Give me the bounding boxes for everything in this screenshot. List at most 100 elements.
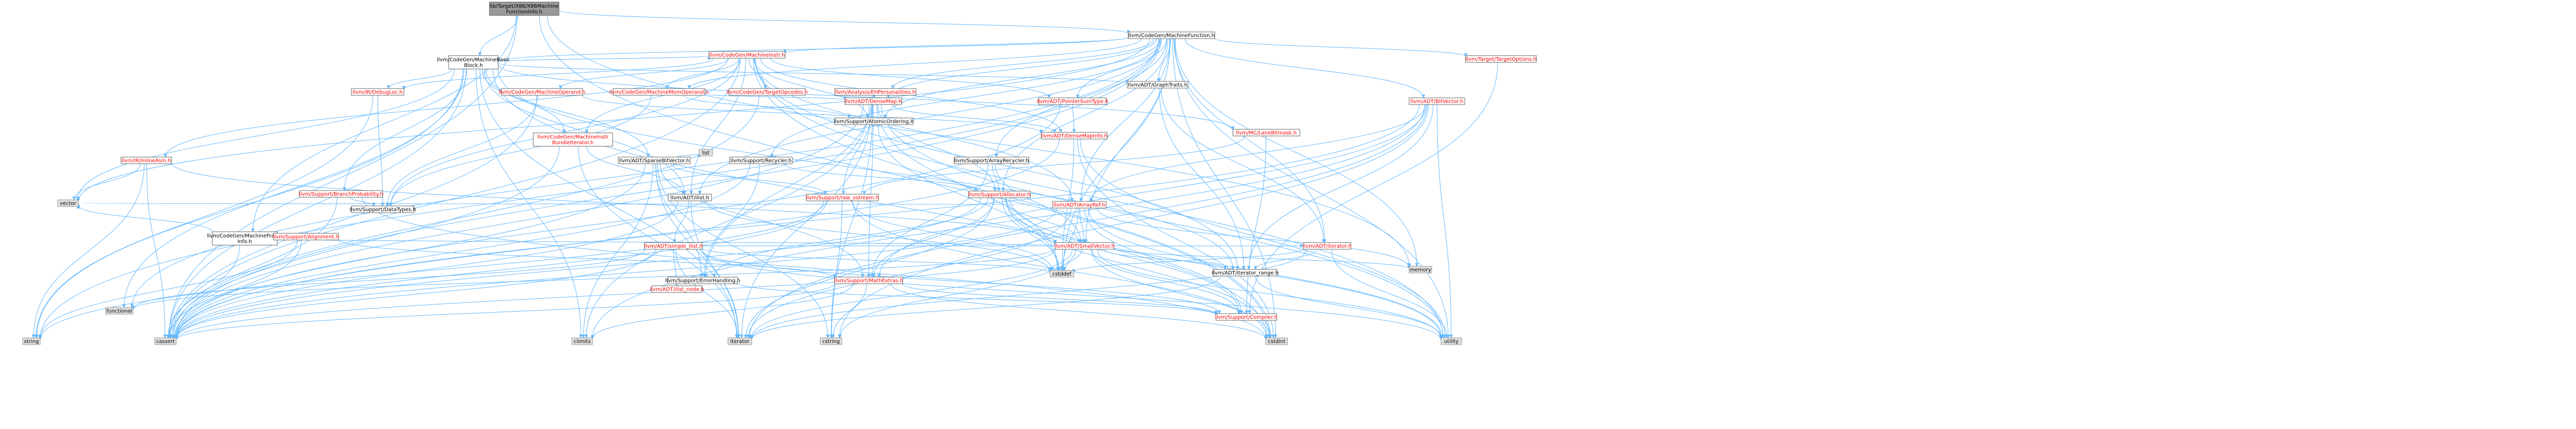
node-ilist[interactable]: llvm/ADT/ilist.h (668, 194, 712, 201)
edge-densemap-to-sys_climits (584, 104, 870, 338)
node-label-ilistnode-0: llvm/ADT/ilist_node.h (650, 287, 704, 293)
node-label-errhandling-0: llvm/Support/ErrorHandling.h (665, 278, 740, 284)
node-label-rawostream-0: llvm/Support/raw_ostream.h (806, 195, 879, 201)
edge-arrayrecycler-to-smallvector (995, 163, 1083, 243)
node-sys_string: string (22, 337, 41, 345)
node-tgtopts[interactable]: llvm/Target/TargetOptions.h (1465, 55, 1537, 63)
edge-arrayref-to-sys_iterator (746, 208, 1072, 338)
edge-mfi-to-sys_vector (76, 38, 1150, 202)
node-errhandling[interactable]: llvm/Support/ErrorHandling.h (665, 277, 740, 284)
node-simpleilist[interactable]: llvm/ADT/simple_ilist.h (644, 242, 703, 250)
node-ehpers[interactable]: llvm/Analysis/EHPersonalities.h (834, 88, 917, 96)
node-topcodes[interactable]: llvm/CodeGen/TargetOpcodes.h (726, 88, 808, 96)
edge-allocator-to-sys_cassert (174, 197, 981, 340)
node-box-sys_cstring (820, 337, 842, 345)
node-recycler[interactable]: llvm/Support/Recycler.h (729, 157, 793, 164)
node-compiler[interactable]: llvm/Support/Compiler.h (1215, 313, 1278, 321)
edge-mfi-to-mmoperand (687, 38, 1142, 89)
edge-arrayrecycler-to-allocator (992, 163, 1001, 192)
node-label-mbb-1: Block.h (464, 63, 483, 68)
edge-iterator-to-sys_iterator (750, 249, 1307, 340)
edge-minstr-to-debugloc (402, 58, 714, 90)
edge-bitvector-to-arrayref (1089, 104, 1426, 202)
edge-mbb-to-lanebm (498, 64, 1235, 130)
edge-rawostream-to-sys_string (38, 200, 824, 340)
node-label-topcodes-0: llvm/CodeGen/TargetOpcodes.h (726, 90, 808, 95)
node-ptrsum[interactable]: llvm/ADT/PointerSumType.h (1037, 97, 1109, 105)
node-box-sys_climits (571, 337, 593, 345)
node-branchprob[interactable]: llvm/Support/BranchProbability.h (299, 190, 383, 198)
node-label-bundleiter-1: BundleIterator.h (552, 140, 594, 146)
node-box-sys_string (22, 337, 41, 345)
node-atomic[interactable]: llvm/Support/AtomicOrdering.h (834, 117, 914, 125)
node-label-recycler-0: llvm/Support/Recycler.h (731, 158, 792, 164)
node-arrayrecycler[interactable]: llvm/Support/ArrayRecycler.h (954, 157, 1029, 164)
node-graphtraits[interactable]: llvm/ADT/GraphTraits.h (1127, 81, 1189, 89)
node-minstr[interactable]: llvm/CodeGen/MachineInstr.h (708, 51, 786, 59)
edge-ptrsum-to-sys_cassert (174, 104, 1060, 339)
node-label-inlineasm-0: llvm/IR/InlineAsm.h (122, 158, 172, 164)
edge-inlineasm-to-smallvector (171, 162, 1057, 244)
node-mmoperand[interactable]: llvm/CodeGen/MachineMemOperand.h (609, 88, 709, 96)
node-label-sys_list-0: list (702, 150, 710, 156)
edge-minstr-to-arrayref (754, 58, 1074, 202)
node-mfi[interactable]: llvm/CodeGen/MachineFunction.h (1128, 31, 1215, 39)
edge-sparsebv-to-rawostream (671, 163, 827, 195)
node-sys_cstring: cstring (820, 337, 842, 345)
edge-sparsebv-to-sys_cassert (173, 163, 646, 338)
edge-lanebm-to-compiler (1245, 135, 1266, 314)
node-inlineasm[interactable]: llvm/IR/InlineAsm.h (121, 157, 172, 164)
node-label-sys_functional-0: functional (107, 308, 132, 314)
edge-mbb-to-sys_functional (122, 68, 464, 308)
node-moperand[interactable]: llvm/CodeGen/MachineOperand.h (499, 88, 585, 96)
node-smallvector[interactable]: llvm/ADT/SmallVector.h (1055, 242, 1115, 250)
node-lanebm[interactable]: llvm/MC/LaneBitmask.h (1232, 129, 1300, 136)
edge-minstr-to-atomic (753, 58, 870, 118)
node-datatypes[interactable]: llvm/Support/DataTypes.h (349, 205, 416, 213)
edge-smallvector-to-sys_functional (131, 248, 1056, 311)
edge-ilist-to-sys_iterator (690, 200, 741, 338)
node-arrayref[interactable]: llvm/ADT/ArrayRef.h (1052, 201, 1107, 209)
edge-mfi-to-ilist (698, 38, 1162, 195)
edge-simpleilist-to-sys_cassert (174, 249, 656, 340)
edge-allocator-to-mathextras (872, 197, 995, 278)
node-alignment[interactable]: llvm/Support/Alignment.h (273, 233, 339, 241)
edge-moperand-to-datatypes (385, 95, 538, 207)
node-box-errhandling (667, 277, 738, 284)
node-box-compiler (1215, 313, 1277, 321)
node-allocator[interactable]: llvm/Support/Allocator.h (968, 191, 1031, 198)
edge-smallvector-to-sys_cstddef (1062, 249, 1082, 271)
edge-mbb-to-graphtraits (498, 63, 1129, 84)
node-mathextras[interactable]: llvm/Support/MathExtras.h (834, 277, 903, 284)
edge-arrayref-to-compiler (1084, 208, 1243, 314)
edge-smallvector-to-iterrange (1104, 249, 1227, 270)
node-box-sys_utility (1440, 337, 1462, 345)
edge-inlineasm-to-sys_vector (72, 163, 141, 200)
node-label-bundleiter-0: llvm/CodeGen/MachineInstr (537, 134, 609, 140)
node-densemap[interactable]: llvm/ADT/DenseMap.h (844, 97, 902, 105)
node-densemapinfo[interactable]: llvm/ADT/DenseMapInfo.h (1041, 132, 1108, 140)
node-label-arrayref-0: llvm/ADT/ArrayRef.h (1054, 202, 1106, 208)
edge-mbb-to-sys_cassert (167, 68, 467, 338)
node-rawostream[interactable]: llvm/Support/raw_ostream.h (806, 194, 879, 201)
node-bitvector[interactable]: llvm/ADT/BitVector.h (1409, 97, 1465, 105)
node-box-datatypes (351, 205, 415, 213)
node-iterrange[interactable]: llvm/ADT/iterator_range.h (1212, 269, 1279, 277)
node-bundleiter[interactable]: llvm/CodeGen/MachineInstrBundleIterator.… (533, 132, 613, 147)
edge-smallvector-to-sys_cassert (174, 249, 1056, 341)
node-debugloc[interactable]: llvm/IR/DebugLoc.h (351, 88, 404, 96)
node-box-iterrange (1213, 269, 1278, 277)
node-box-alignment (273, 233, 339, 241)
edge-sparsebv-to-sys_list (676, 153, 701, 158)
node-iterator[interactable]: llvm/ADT/iterator.h (1303, 242, 1351, 250)
node-label-sys_cassert-0: cassert (156, 339, 175, 345)
node-box-topcodes (728, 88, 806, 96)
node-ilistnode[interactable]: llvm/ADT/ilist_node.h (650, 285, 704, 293)
node-sparsebv[interactable]: llvm/ADT/SparseBitVector.h (618, 157, 691, 164)
node-label-bitvector-0: llvm/ADT/BitVector.h (1411, 99, 1464, 105)
node-box-ilist (668, 194, 712, 201)
